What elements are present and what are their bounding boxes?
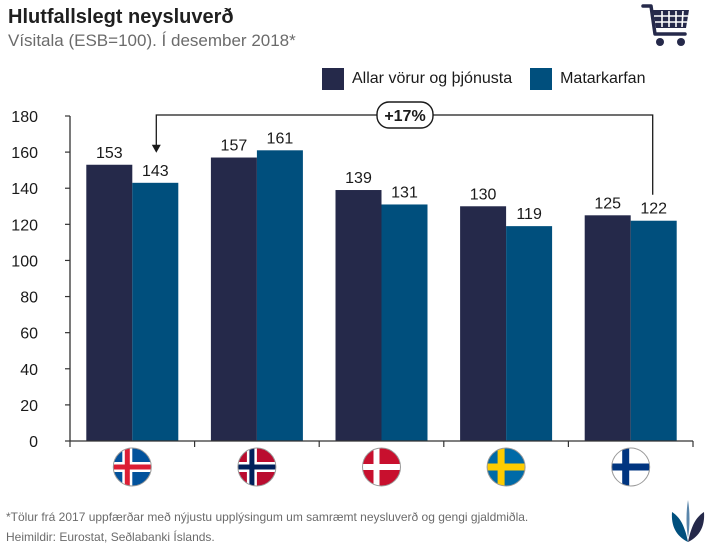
bar-s1-1 bbox=[210, 157, 257, 441]
flag-denmark-icon bbox=[362, 448, 401, 486]
y-tick-label-9: 180 bbox=[11, 109, 38, 126]
data-label-s2-4: 122 bbox=[640, 201, 667, 218]
bar-s1-4 bbox=[584, 215, 631, 441]
seal-logo-icon bbox=[671, 500, 705, 542]
source-note: Heimildir: Eurostat, Seðlabanki Íslands. bbox=[6, 530, 215, 544]
flag-sweden-icon bbox=[487, 448, 526, 486]
bar-s2-1 bbox=[256, 150, 303, 442]
annotation-label: +17% bbox=[384, 108, 425, 125]
data-label-s2-2: 131 bbox=[391, 184, 418, 201]
y-tick-label-4: 80 bbox=[20, 290, 38, 307]
flag-finland-icon bbox=[611, 448, 650, 486]
bar-s2-0 bbox=[132, 182, 179, 442]
legend-swatch-series-1 bbox=[322, 68, 344, 90]
y-tick-label-5: 100 bbox=[11, 253, 38, 270]
legend-label-series-1: Allar vörur og þjónusta bbox=[352, 70, 513, 87]
y-tick-label-6: 120 bbox=[11, 217, 38, 234]
bar-chart: 0 20 40 60 80 100 120 140 160 180 153 143 157 161 139 1… bbox=[11, 101, 694, 487]
shopping-cart-icon bbox=[641, 4, 689, 46]
data-label-s2-3: 119 bbox=[516, 206, 542, 223]
flag-rim-2 bbox=[362, 447, 401, 487]
y-tick-label-1: 20 bbox=[20, 398, 38, 415]
footnote: *Tölur frá 2017 uppfærðar með nýjustu up… bbox=[6, 510, 529, 524]
annotation-connector bbox=[155, 114, 654, 195]
annotation-arrowhead bbox=[151, 144, 161, 153]
chart-title: Hlutfallslegt neysluverð bbox=[8, 6, 234, 28]
y-tick-label-0: 0 bbox=[29, 434, 38, 451]
data-label-s1-3: 130 bbox=[470, 186, 497, 203]
data-label-s1-4: 125 bbox=[594, 195, 621, 212]
legend-label-series-2: Matarkarfan bbox=[560, 70, 646, 87]
y-tick-label-8: 160 bbox=[11, 145, 38, 162]
flag-norway-icon bbox=[237, 448, 276, 486]
y-tick-label-7: 140 bbox=[11, 181, 38, 198]
data-label-s2-0: 143 bbox=[142, 163, 169, 180]
y-tick-label-3: 60 bbox=[20, 326, 38, 343]
chart-subtitle: Vísitala (ESB=100). Í desember 2018* bbox=[8, 31, 296, 50]
y-tick-label-2: 40 bbox=[20, 362, 38, 379]
data-label-s1-1: 157 bbox=[221, 138, 248, 155]
data-label-s1-0: 153 bbox=[96, 145, 123, 162]
bar-s1-0 bbox=[86, 164, 133, 441]
legend-item-series-2: Matarkarfan bbox=[530, 68, 645, 90]
flag-rim-3 bbox=[486, 447, 526, 487]
annotation-box bbox=[376, 101, 434, 129]
bar-s1-3 bbox=[460, 206, 507, 441]
data-label-s1-2: 139 bbox=[345, 170, 372, 187]
flag-iceland-icon bbox=[113, 448, 152, 486]
legend-item-series-1: Allar vörur og þjónusta bbox=[322, 68, 512, 90]
data-label-s2-1: 161 bbox=[267, 130, 294, 147]
legend-swatch-series-2 bbox=[530, 68, 553, 90]
chart-legend: Allar vörur og þjónusta Matarkarfan bbox=[322, 68, 645, 90]
bar-s2-3 bbox=[506, 226, 553, 441]
bar-s2-2 bbox=[381, 204, 428, 441]
bar-s2-4 bbox=[630, 220, 677, 441]
bar-s1-2 bbox=[335, 190, 382, 441]
flag-rim-1 bbox=[237, 447, 277, 487]
flag-rim-4 bbox=[611, 447, 651, 487]
flag-rim-0 bbox=[112, 447, 152, 487]
